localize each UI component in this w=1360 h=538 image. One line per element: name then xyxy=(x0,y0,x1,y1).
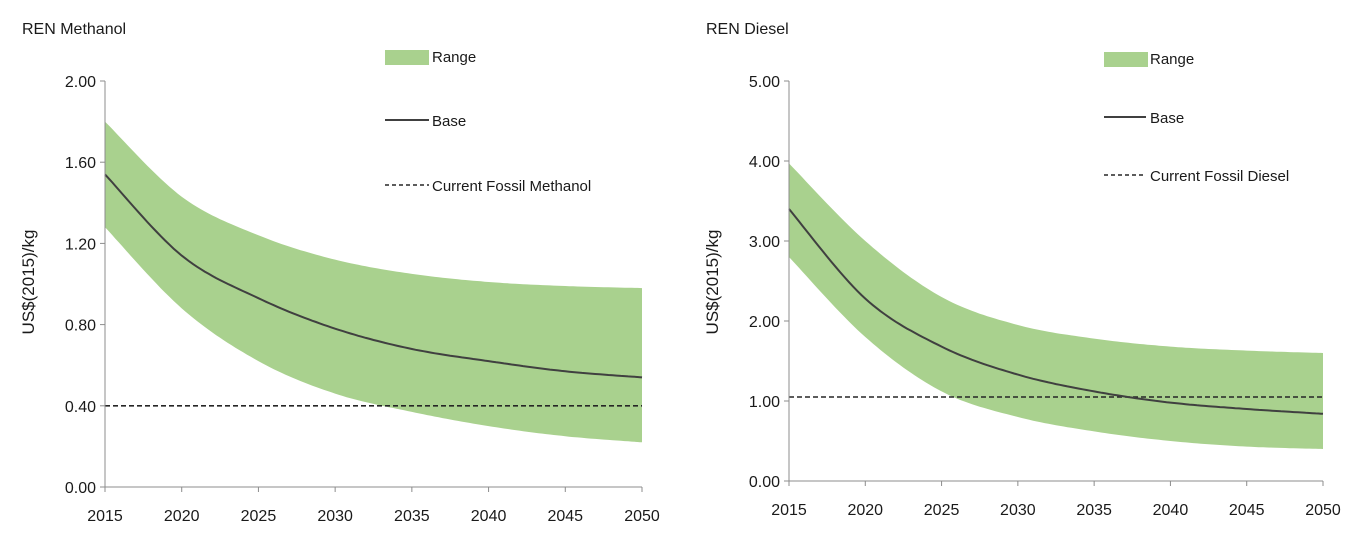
x-tick-label: 2035 xyxy=(394,508,430,525)
y-tick-label: 2.00 xyxy=(749,314,780,331)
y-tick-label: 5.00 xyxy=(749,74,780,91)
x-tick-label: 2020 xyxy=(164,508,200,525)
legend-label-range: Range xyxy=(1150,51,1194,68)
y-tick-label: 1.00 xyxy=(749,394,780,411)
x-tick-label: 2050 xyxy=(1305,502,1341,519)
x-tick-label: 2035 xyxy=(1076,502,1112,519)
y-tick-label: 0.00 xyxy=(65,480,96,497)
y-tick-label: 4.00 xyxy=(749,154,780,171)
x-tick-label: 2040 xyxy=(471,508,507,525)
x-tick-label: 2020 xyxy=(847,502,883,519)
y-tick-label: 0.00 xyxy=(749,474,780,491)
base-line xyxy=(788,208,1324,415)
chart-ren-diesel: REN Diesel US$(2015)/kg 0.00 1.00 2.00 3.00… xyxy=(703,21,1341,519)
y-tick-label: 1.60 xyxy=(65,155,96,172)
chart-title: REN Diesel xyxy=(706,21,789,38)
x-tick-label: 2025 xyxy=(241,508,277,525)
y-tick-label: 0.80 xyxy=(65,318,96,335)
legend: Range Base Current Fossil Diesel xyxy=(1104,51,1289,185)
chart-title: REN Methanol xyxy=(22,21,126,38)
y-axis-label: US$(2015)/kg xyxy=(19,230,38,335)
y-tick-label: 1.20 xyxy=(65,236,96,253)
legend-swatch-range xyxy=(385,50,429,65)
plot-area: 0.00 1.00 2.00 3.00 4.00 5.00 2015 2020 2025 2030… xyxy=(749,74,1341,519)
plot-area: 0.00 0.40 0.80 1.20 1.60 2.00 2015 2020 2025 2030… xyxy=(65,74,660,525)
x-tick-label: 2040 xyxy=(1153,502,1189,519)
legend: Range Base Current Fossil Methanol xyxy=(385,49,591,195)
y-tick-label: 0.40 xyxy=(65,399,96,416)
range-band xyxy=(105,121,642,443)
y-tick-label: 3.00 xyxy=(749,234,780,251)
range-band xyxy=(789,163,1323,449)
x-tick-label: 2030 xyxy=(1000,502,1036,519)
y-axis-label: US$(2015)/kg xyxy=(703,230,722,335)
legend-label-fossil: Current Fossil Diesel xyxy=(1150,168,1289,185)
x-tick-label: 2045 xyxy=(1229,502,1265,519)
x-tick-label: 2015 xyxy=(771,502,807,519)
legend-swatch-range xyxy=(1104,52,1148,67)
legend-label-fossil: Current Fossil Methanol xyxy=(432,178,591,195)
legend-label-range: Range xyxy=(432,49,476,66)
x-tick-label: 2030 xyxy=(317,508,353,525)
legend-label-base: Base xyxy=(1150,110,1184,127)
x-tick-label: 2015 xyxy=(87,508,123,525)
chart-ren-methanol: REN Methanol US$(2015)/kg 0.00 0.40 0.80 1.… xyxy=(19,21,660,525)
y-tick-label: 2.00 xyxy=(65,74,96,91)
x-tick-label: 2050 xyxy=(624,508,660,525)
legend-label-base: Base xyxy=(432,113,466,130)
x-tick-label: 2025 xyxy=(924,502,960,519)
base-line xyxy=(104,173,643,379)
x-tick-label: 2045 xyxy=(547,508,583,525)
